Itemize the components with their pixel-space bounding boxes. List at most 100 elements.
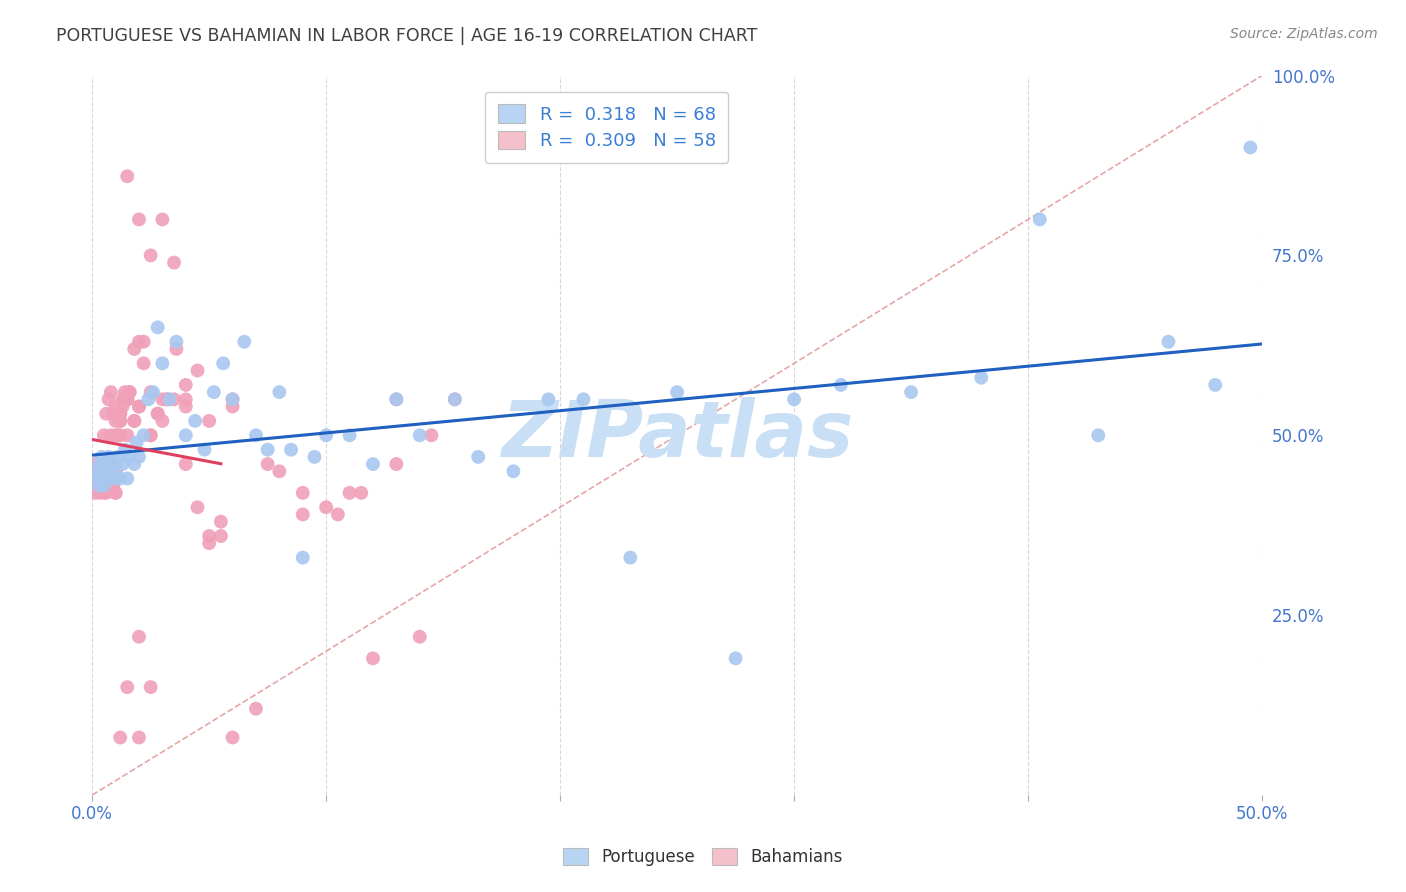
- Point: [174, 457, 197, 471]
- Point: [409, 630, 432, 644]
- Point: [104, 464, 127, 478]
- Point: [269, 464, 291, 478]
- Point: [97, 478, 120, 492]
- Point: [97, 457, 120, 471]
- Point: [117, 471, 139, 485]
- Point: [970, 370, 993, 384]
- Point: [90, 464, 112, 478]
- Point: [184, 414, 207, 428]
- Point: [198, 414, 221, 428]
- Point: [132, 356, 155, 370]
- Point: [96, 471, 118, 485]
- Point: [110, 414, 132, 428]
- Point: [174, 392, 197, 407]
- Point: [174, 378, 197, 392]
- Point: [114, 442, 136, 457]
- Point: [93, 471, 115, 485]
- Point: [103, 478, 125, 492]
- Point: [97, 392, 120, 407]
- Point: [830, 378, 852, 392]
- Point: [361, 651, 384, 665]
- Point: [186, 363, 208, 377]
- Point: [117, 392, 139, 407]
- Point: [165, 342, 187, 356]
- Point: [117, 392, 139, 407]
- Point: [221, 392, 243, 407]
- Point: [93, 457, 115, 471]
- Point: [110, 731, 132, 745]
- Point: [139, 428, 162, 442]
- Point: [156, 392, 179, 407]
- Point: [537, 392, 560, 407]
- Point: [245, 702, 267, 716]
- Point: [97, 464, 120, 478]
- Point: [125, 435, 148, 450]
- Point: [96, 457, 118, 471]
- Point: [86, 478, 108, 492]
- Point: [117, 428, 139, 442]
- Point: [104, 471, 127, 485]
- Point: [100, 428, 122, 442]
- Point: [443, 392, 465, 407]
- Point: [350, 486, 373, 500]
- Point: [245, 428, 267, 442]
- Point: [198, 536, 221, 550]
- Point: [420, 428, 443, 442]
- Point: [90, 450, 112, 464]
- Point: [269, 385, 291, 400]
- Point: [1029, 212, 1052, 227]
- Legend: Portuguese, Bahamians: Portuguese, Bahamians: [555, 840, 851, 875]
- Point: [326, 508, 349, 522]
- Point: [90, 478, 112, 492]
- Point: [256, 457, 278, 471]
- Point: [104, 457, 127, 471]
- Point: [385, 457, 408, 471]
- Point: [174, 400, 197, 414]
- Point: [128, 334, 150, 349]
- Point: [93, 478, 115, 492]
- Point: [117, 680, 139, 694]
- Point: [118, 385, 141, 400]
- Point: [139, 385, 162, 400]
- Point: [193, 442, 215, 457]
- Point: [111, 457, 134, 471]
- Point: [100, 471, 122, 485]
- Point: [136, 392, 159, 407]
- Point: [157, 392, 180, 407]
- Point: [150, 414, 173, 428]
- Point: [291, 486, 314, 500]
- Point: [198, 529, 221, 543]
- Point: [118, 450, 141, 464]
- Point: [103, 407, 125, 421]
- Point: [572, 392, 595, 407]
- Point: [124, 414, 146, 428]
- Point: [361, 457, 384, 471]
- Point: [104, 464, 127, 478]
- Point: [724, 651, 747, 665]
- Point: [107, 450, 129, 464]
- Point: [100, 457, 122, 471]
- Point: [315, 500, 337, 515]
- Point: [83, 471, 105, 485]
- Point: [90, 471, 112, 485]
- Point: [100, 385, 122, 400]
- Point: [619, 550, 641, 565]
- Point: [111, 392, 134, 407]
- Point: [443, 392, 465, 407]
- Point: [107, 428, 129, 442]
- Point: [221, 400, 243, 414]
- Point: [1087, 428, 1109, 442]
- Point: [96, 464, 118, 478]
- Point: [139, 680, 162, 694]
- Point: [96, 471, 118, 485]
- Point: [132, 428, 155, 442]
- Point: [146, 320, 169, 334]
- Point: [100, 471, 122, 485]
- Point: [104, 400, 127, 414]
- Point: [146, 407, 169, 421]
- Point: [1157, 334, 1180, 349]
- Point: [97, 464, 120, 478]
- Point: [202, 385, 225, 400]
- Point: [291, 550, 314, 565]
- Point: [100, 464, 122, 478]
